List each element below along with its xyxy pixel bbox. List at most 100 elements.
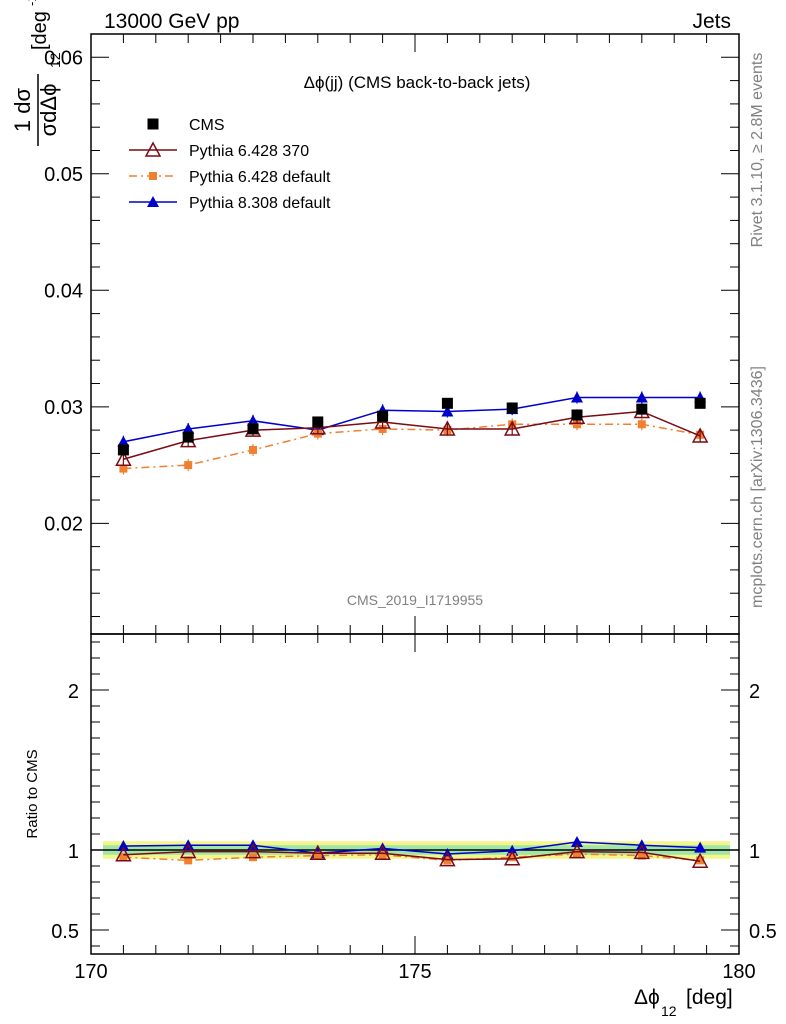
data-point	[312, 416, 324, 428]
ratio-point	[571, 836, 583, 847]
svg-text:1 dσ: 1 dσ	[10, 88, 35, 133]
ratio-line	[123, 841, 701, 855]
data-point	[573, 420, 581, 429]
series-line	[123, 423, 701, 470]
svg-text:Δϕ: Δϕ	[634, 986, 660, 1009]
data-point	[506, 402, 518, 414]
energy-label: 13000 GeV pp	[104, 10, 239, 33]
main-panel: 0.02 0.03 0.04 0.05 0.06 CMS Pythia 6.428 370…	[10, 0, 740, 635]
y-tick-label: 0.06	[44, 47, 83, 69]
ratio-point	[573, 850, 581, 858]
process-label: Jets	[692, 10, 731, 33]
legend-entry: CMS	[147, 117, 225, 134]
x-axis-label: Δϕ 12 [deg]	[634, 986, 733, 1019]
ratio-point	[184, 856, 193, 865]
ratio-point	[503, 850, 521, 866]
ratio-y-tick-label-right: 0.5	[749, 921, 777, 943]
legend-marker	[147, 196, 159, 207]
ratio-point	[439, 851, 456, 867]
y-tick-label: 0.02	[44, 513, 83, 535]
ratio-point	[694, 841, 707, 853]
data-point	[636, 403, 648, 415]
legend-entry: Pythia 6.428 370	[129, 141, 309, 160]
data-point	[571, 391, 583, 403]
ratio-y-tick-label: 0.5	[51, 921, 79, 943]
main-title: Δϕ(jj) (CMS back-to-back jets)	[304, 73, 531, 92]
svg-text:-1: -1	[24, 0, 39, 6]
ratio-point	[691, 852, 709, 868]
data-point	[182, 422, 195, 434]
x-tick-label: 180	[722, 961, 755, 983]
ratio-point	[309, 844, 327, 860]
data-point	[247, 423, 259, 435]
data-point	[378, 424, 387, 433]
svg-text:12: 12	[661, 1003, 677, 1019]
data-point	[691, 427, 709, 443]
data-point	[117, 444, 129, 456]
legend-marker	[147, 118, 159, 130]
ratio-point	[179, 843, 197, 859]
ratio-y-axis-label: Ratio to CMS	[24, 749, 41, 838]
series-pythia-6-428-370	[115, 402, 709, 466]
data-point	[249, 445, 257, 454]
ratio-y-tick-label: 2	[68, 681, 79, 703]
series-pythia-8-308-default	[117, 391, 707, 448]
ratio-point	[633, 843, 651, 860]
ratio-point	[313, 851, 322, 860]
data-point	[635, 391, 648, 403]
ratio-point	[696, 856, 705, 865]
ratio-point	[568, 843, 586, 859]
ratio-point	[117, 840, 130, 851]
legend-label: CMS	[189, 117, 225, 134]
data-point	[115, 450, 132, 466]
svg-text:12: 12	[47, 52, 63, 68]
ratio-line	[123, 850, 701, 862]
ratio-series-pythia-6-428-default	[119, 850, 705, 865]
data-point	[571, 409, 583, 421]
y-tick-label: 0.05	[44, 164, 83, 186]
data-point	[441, 397, 453, 409]
x-tick-label: 175	[398, 961, 431, 983]
ratio-point	[508, 853, 517, 862]
data-point	[184, 461, 193, 470]
x-tick-label: 170	[74, 961, 107, 983]
data-point	[694, 397, 706, 409]
ratio-y-tick-label-right: 1	[749, 841, 760, 863]
data-point	[247, 414, 259, 426]
ratio-point	[115, 846, 132, 862]
ratio-frame	[90, 633, 740, 955]
ratio-point	[637, 851, 646, 860]
legend: CMS Pythia 6.428 370 Pythia 6.428 default P…	[129, 117, 331, 212]
ratio-series-pythia-6-428-370	[115, 843, 709, 868]
svg-text:[deg: [deg	[29, 11, 51, 50]
svg-text:σdΔϕ: σdΔϕ	[36, 84, 61, 137]
data-point	[439, 420, 456, 436]
ratio-point	[119, 853, 128, 862]
y-tick-label: 0.04	[44, 280, 83, 302]
legend-entry: Pythia 8.308 default	[129, 195, 331, 212]
ratio-line	[123, 853, 701, 862]
data-point	[117, 435, 130, 447]
main-y-axis-label: 1 dσ σdΔϕ 12 [deg -1 ]	[10, 0, 63, 146]
data-point	[377, 410, 389, 422]
legend-entry: Pythia 6.428 default	[129, 169, 331, 186]
mcplots-label: mcplots.cern.ch [arXiv:1306.3436]	[749, 366, 766, 608]
ratio-point	[244, 843, 262, 859]
y-tick-label: 0.03	[44, 397, 83, 419]
analysis-watermark: CMS_2019_I1719955	[347, 592, 483, 608]
ratio-point	[374, 844, 391, 860]
legend-label: Pythia 8.308 default	[189, 195, 331, 212]
series-cms	[117, 397, 706, 456]
data-point	[503, 420, 521, 436]
legend-label: Pythia 6.428 default	[189, 169, 331, 186]
ratio-point	[378, 850, 387, 859]
ratio-y-tick-label: 1	[68, 841, 79, 863]
svg-text:[deg]: [deg]	[686, 986, 733, 1009]
data-point	[441, 405, 454, 417]
ratio-point	[443, 856, 452, 865]
legend-marker	[144, 141, 162, 157]
legend-marker	[149, 172, 157, 180]
ratio-y-tick-label-right: 2	[749, 681, 760, 703]
